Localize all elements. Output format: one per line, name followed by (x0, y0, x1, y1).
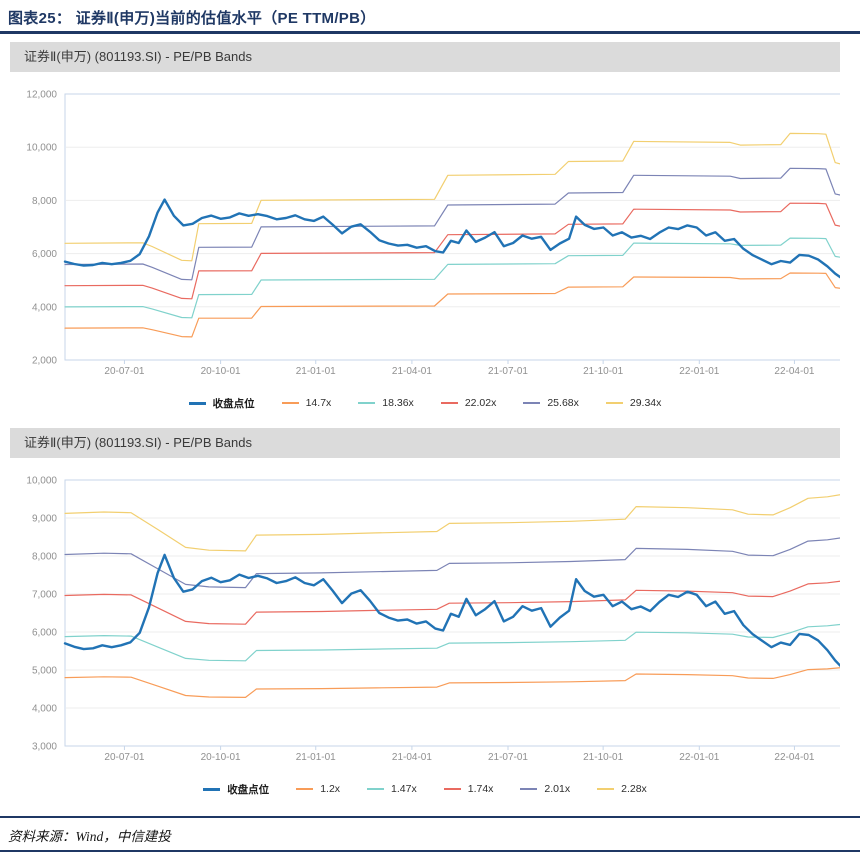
series-line-18.36x (64, 237, 840, 319)
y-tick-label: 10,000 (26, 143, 57, 154)
legend-label: 18.36x (382, 397, 414, 409)
x-tick-label: 21-01-01 (296, 752, 336, 763)
y-tick-label: 6,000 (32, 249, 57, 260)
y-tick-label: 12,000 (26, 90, 57, 101)
series-line-收盘点位 (63, 553, 840, 668)
pe-bands-chart: 2,000 4,000 6,000 8,000 10,000 12,000 20-07-01… (10, 72, 840, 388)
source-rule (0, 816, 860, 818)
pe-chart-panel: 证券Ⅱ(申万) (801193.SI) - PE/PB Bands 2,000 4… (10, 42, 840, 418)
y-tick-label: 4,000 (32, 302, 57, 313)
y-tick-label: 6,000 (32, 628, 57, 639)
x-tick-label: 22-01-01 (679, 752, 719, 763)
y-tick-label: 4,000 (32, 704, 57, 715)
series-line-29.34x (64, 132, 840, 262)
y-tick-label: 9,000 (32, 514, 57, 525)
legend-item-18.36x: 18.36x (358, 397, 414, 409)
y-tick-label: 3,000 (32, 742, 57, 753)
y-tick-label: 8,000 (32, 196, 57, 207)
pb-bands-chart: 3,000 4,000 5,000 6,000 7,000 8,000 9,000 10,00… (10, 458, 840, 774)
legend-label: 1.47x (391, 783, 417, 795)
legend-swatch (440, 402, 458, 404)
x-tick-label: 20-10-01 (201, 752, 241, 763)
plot-frame (64, 93, 840, 361)
legend-swatch (358, 402, 376, 404)
legend-item-1.47x: 1.47x (367, 783, 417, 795)
series-line-25.68x (64, 167, 840, 281)
series-line-14.7x (64, 272, 840, 338)
x-tick-label: 22-04-01 (774, 366, 814, 377)
x-tick-label: 21-07-01 (488, 752, 528, 763)
legend-item-2.28x: 2.28x (597, 783, 647, 795)
x-tick-label: 20-07-01 (104, 366, 144, 377)
series-line-2.01x (64, 537, 840, 589)
legend-swatch (523, 402, 541, 404)
legend-swatch (605, 402, 623, 404)
figure-title: 图表25： 证券Ⅱ(申万)当前的估值水平（PE TTM/PB） (8, 10, 376, 27)
legend-swatch (203, 787, 221, 791)
legend-swatch (296, 788, 314, 790)
legend-label: 1.2x (320, 783, 341, 795)
legend-item-1.74x: 1.74x (443, 783, 494, 795)
legend-label: 29.34x (629, 397, 662, 409)
source-note: 资料来源：Wind，中信建投 (8, 829, 171, 844)
series-line-1.47x (64, 623, 840, 662)
legend-label: 收盘点位 (212, 397, 255, 410)
series-line-收盘点位 (63, 198, 840, 279)
legend-label: 1.74x (467, 783, 494, 795)
x-tick-label: 21-01-01 (296, 366, 336, 377)
legend-swatch (188, 401, 206, 405)
y-tick-label: 5,000 (32, 666, 57, 677)
legend-label: 2.28x (621, 783, 647, 795)
pb-chart-panel: 证券Ⅱ(申万) (801193.SI) - PE/PB Bands 3,000 4… (10, 428, 840, 804)
pb-chart-header-title: 证券Ⅱ(申万) (801193.SI) - PE/PB Bands (10, 428, 840, 458)
legend-item-29.34x: 29.34x (605, 397, 662, 409)
legend-swatch (367, 788, 385, 790)
x-tick-label: 21-04-01 (392, 366, 432, 377)
x-tick-label: 21-10-01 (583, 366, 623, 377)
legend-swatch (281, 402, 299, 404)
legend-label: 14.7x (305, 397, 332, 409)
y-tick-label: 8,000 (32, 552, 57, 563)
pb-chart-legend: 收盘点位 1.2x 1.47x 1.74x 2.01x 2.28x (10, 774, 840, 804)
title-rule (0, 31, 860, 34)
legend-label: 收盘点位 (227, 783, 270, 796)
x-tick-label: 21-10-01 (583, 752, 623, 763)
x-tick-label: 22-01-01 (679, 366, 719, 377)
legend-swatch (597, 788, 615, 790)
y-tick-label: 2,000 (32, 356, 57, 367)
legend-item-25.68x: 25.68x (523, 397, 579, 409)
y-tick-label: 10,000 (26, 476, 57, 487)
series-line-1.2x (64, 667, 840, 698)
legend-item-收盘点位: 收盘点位 (188, 396, 255, 411)
series-line-22.02x (64, 202, 840, 300)
legend-label: 2.01x (544, 783, 571, 795)
legend-label: 25.68x (547, 397, 579, 409)
legend-swatch (520, 788, 538, 790)
x-tick-label: 21-07-01 (488, 366, 528, 377)
pe-chart-header-title: 证券Ⅱ(申万) (801193.SI) - PE/PB Bands (10, 42, 840, 72)
legend-item-1.2x: 1.2x (296, 783, 340, 795)
x-tick-label: 22-04-01 (774, 752, 814, 763)
legend-item-收盘点位: 收盘点位 (203, 782, 269, 797)
x-tick-label: 20-10-01 (201, 366, 241, 377)
legend-label: 22.02x (464, 397, 497, 409)
x-tick-label: 21-04-01 (392, 752, 432, 763)
series-line-1.74x (64, 580, 840, 625)
legend-item-14.7x: 14.7x (281, 397, 332, 409)
legend-item-22.02x: 22.02x (440, 397, 497, 409)
x-tick-label: 20-07-01 (104, 752, 144, 763)
legend-item-2.01x: 2.01x (520, 783, 570, 795)
plot-frame (64, 479, 840, 747)
y-tick-label: 7,000 (32, 590, 57, 601)
pe-chart-legend: 收盘点位 14.7x 18.36x 22.02x 25.68x 29.34x (10, 388, 840, 418)
legend-swatch (443, 788, 461, 790)
series-line-2.28x (64, 494, 840, 552)
